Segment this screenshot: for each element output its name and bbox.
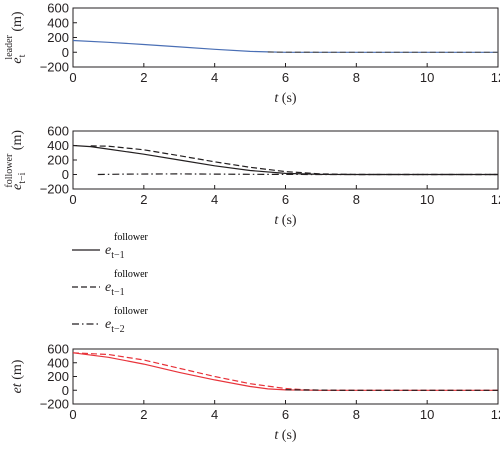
y-axis-label: etleader (m) bbox=[4, 11, 28, 63]
plot-frame bbox=[72, 130, 499, 190]
series-line-3 bbox=[285, 389, 498, 391]
y-axis-label: et (m) bbox=[10, 359, 25, 393]
x-tick-label: 2 bbox=[140, 70, 147, 85]
x-tick-label: 8 bbox=[353, 70, 360, 85]
x-tick-label: 10 bbox=[420, 70, 434, 85]
y-tick-label: 400 bbox=[47, 138, 69, 153]
x-tick-label: 0 bbox=[69, 407, 76, 422]
y-tick-label: 200 bbox=[47, 369, 69, 384]
y-tick-label: −200 bbox=[40, 397, 69, 412]
x-tick-label: 4 bbox=[211, 407, 218, 422]
x-tick-label: 4 bbox=[211, 192, 218, 207]
y-tick-label: 400 bbox=[47, 355, 69, 370]
legend-label: et−1 bbox=[105, 280, 125, 298]
x-tick-label: 4 bbox=[211, 70, 218, 85]
y-tick-label: 400 bbox=[47, 15, 69, 30]
x-tick-label: 10 bbox=[420, 192, 434, 207]
x-tick-label: 12 bbox=[491, 70, 500, 85]
x-tick-label: 12 bbox=[491, 407, 500, 422]
x-tick-label: 8 bbox=[353, 407, 360, 422]
y-tick-label: −200 bbox=[40, 182, 69, 197]
y-tick-label: 600 bbox=[47, 342, 69, 357]
y-axis-label: et−ifollower (m) bbox=[4, 130, 28, 190]
legend-label-sup: follower bbox=[114, 269, 149, 280]
series-line-3 bbox=[97, 173, 498, 176]
x-tick-label: 6 bbox=[282, 70, 289, 85]
x-tick-label: 2 bbox=[140, 192, 147, 207]
series-line-2 bbox=[90, 145, 498, 176]
y-tick-label: 200 bbox=[47, 153, 69, 168]
y-tick-label: 0 bbox=[62, 167, 69, 182]
series-line-1 bbox=[72, 39, 498, 53]
series-line-2 bbox=[72, 352, 498, 391]
x-tick-label: 12 bbox=[491, 192, 500, 207]
x-axis-label: t (s) bbox=[274, 213, 297, 228]
y-tick-label: 0 bbox=[62, 45, 69, 60]
x-tick-label: 6 bbox=[282, 192, 289, 207]
x-axis-label: t (s) bbox=[274, 428, 297, 443]
legend-label-sup: follower bbox=[114, 306, 149, 317]
legend-label-sup: follower bbox=[114, 232, 149, 243]
y-tick-label: 0 bbox=[62, 383, 69, 398]
x-tick-label: 2 bbox=[140, 407, 147, 422]
y-tick-label: 200 bbox=[47, 30, 69, 45]
plot-frame bbox=[72, 348, 499, 405]
x-tick-label: 10 bbox=[420, 407, 434, 422]
legend-label: et−2 bbox=[105, 317, 125, 335]
series-line-1 bbox=[72, 144, 498, 176]
y-tick-label: 600 bbox=[47, 124, 69, 139]
x-axis-label: t (s) bbox=[274, 91, 297, 106]
y-tick-label: 600 bbox=[47, 1, 69, 16]
x-tick-label: 0 bbox=[69, 192, 76, 207]
x-tick-label: 8 bbox=[353, 192, 360, 207]
y-tick-label: −200 bbox=[40, 60, 69, 75]
plot-frame bbox=[72, 7, 499, 68]
x-tick-label: 6 bbox=[282, 407, 289, 422]
legend-label: et−1 bbox=[105, 243, 125, 261]
x-tick-label: 0 bbox=[69, 70, 76, 85]
